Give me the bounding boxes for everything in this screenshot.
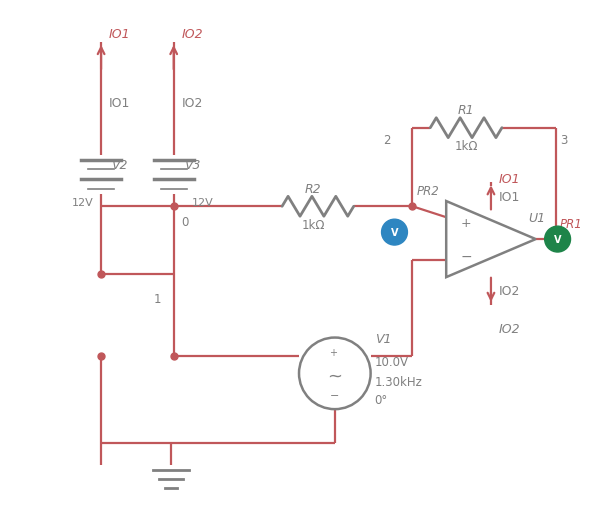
Text: PR2: PR2: [417, 184, 439, 197]
Text: 1kΩ: 1kΩ: [301, 218, 324, 231]
Text: V: V: [554, 235, 561, 245]
Text: IO1: IO1: [499, 173, 521, 186]
Text: PR1: PR1: [560, 217, 582, 230]
Text: IO2: IO2: [182, 28, 203, 41]
Text: IO1: IO1: [109, 28, 131, 41]
Text: 0°: 0°: [374, 393, 388, 406]
Text: 10.0V: 10.0V: [374, 355, 409, 368]
Text: 2: 2: [383, 134, 391, 147]
Text: R2: R2: [305, 183, 321, 195]
Text: 1kΩ: 1kΩ: [455, 140, 478, 153]
Text: IO2: IO2: [499, 285, 520, 298]
Text: V3: V3: [184, 159, 200, 172]
Text: 1: 1: [154, 293, 161, 305]
Text: 12V: 12V: [72, 198, 94, 208]
Text: −: −: [330, 390, 340, 400]
Text: V2: V2: [111, 159, 128, 172]
Text: ~: ~: [327, 366, 343, 385]
Text: +: +: [329, 347, 337, 357]
Text: IO1: IO1: [109, 97, 131, 110]
Text: V: V: [391, 228, 399, 238]
Text: IO1: IO1: [499, 190, 520, 204]
Circle shape: [382, 220, 408, 245]
Text: IO2: IO2: [182, 97, 203, 110]
Text: 12V: 12V: [191, 198, 213, 208]
Text: V1: V1: [374, 332, 391, 346]
Text: −: −: [461, 249, 472, 264]
Text: U1: U1: [529, 211, 546, 224]
Circle shape: [545, 227, 571, 252]
Text: 0: 0: [182, 215, 189, 228]
Text: R1: R1: [458, 104, 474, 117]
Text: 3: 3: [560, 134, 568, 147]
Text: +: +: [461, 216, 471, 229]
Text: 1.30kHz: 1.30kHz: [374, 375, 423, 388]
Text: IO2: IO2: [499, 323, 521, 335]
